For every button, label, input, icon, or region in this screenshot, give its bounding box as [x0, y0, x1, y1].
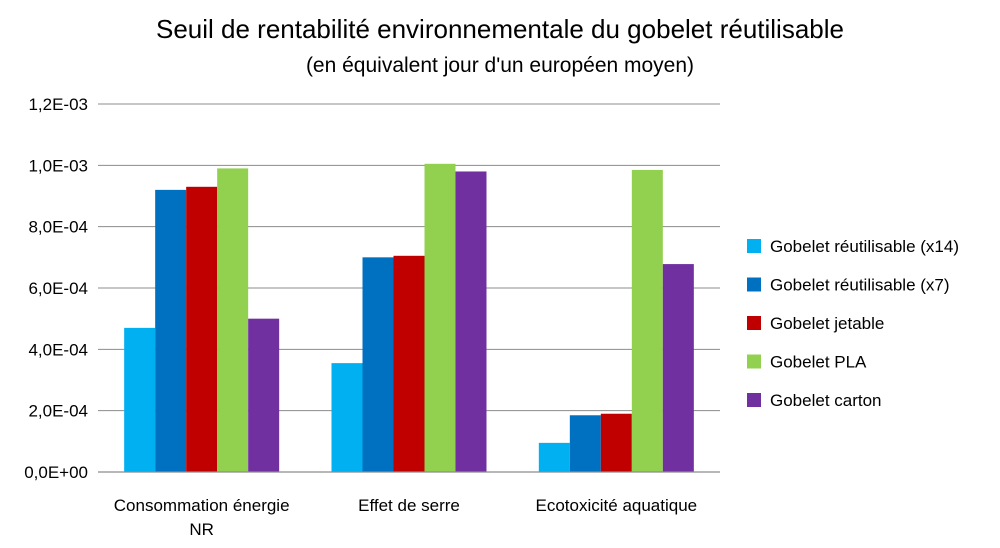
bar [424, 163, 456, 473]
y-tick-label: 8,0E-04 [28, 218, 88, 237]
bar [455, 171, 487, 472]
x-category-label: Ecotoxicité aquatique [536, 496, 698, 515]
legend: Gobelet réutilisable (x14) Gobelet réutil… [747, 237, 959, 410]
x-category-label-line: Consommation énergie [114, 496, 290, 515]
x-category-label-line: Effet de serre [358, 496, 460, 515]
legend-label: Gobelet jetable [770, 314, 884, 333]
legend-swatch [747, 316, 761, 330]
y-tick-label: 1,0E-03 [28, 156, 88, 175]
bar [362, 257, 394, 472]
x-category-label: Effet de serre [358, 496, 460, 515]
y-tick-label: 4,0E-04 [28, 340, 88, 359]
legend-swatch [747, 277, 761, 292]
legend-swatch [747, 354, 761, 369]
y-axis-tick-labels: 0,0E+00 2,0E-04 4,0E-04 6,0E-04 8,0E-04 1,0E-… [24, 95, 88, 482]
bar [248, 318, 280, 472]
y-tick-label: 0,0E+00 [24, 463, 88, 482]
x-category-label: Consommation énergie NR [114, 496, 290, 539]
legend-label: Gobelet carton [770, 391, 882, 410]
legend-label: Gobelet réutilisable (x7) [770, 276, 950, 295]
bar [393, 255, 425, 472]
chart-subtitle: (en équivalent jour d'un européen moyen) [306, 54, 694, 77]
bar [569, 415, 601, 472]
legend-swatch [747, 393, 761, 407]
x-category-label-line: Ecotoxicité aquatique [536, 496, 698, 515]
y-tick-label: 6,0E-04 [28, 279, 88, 298]
legend-label: Gobelet réutilisable (x14) [770, 237, 959, 256]
legend-label: Gobelet PLA [770, 353, 867, 372]
bar [186, 186, 218, 473]
legend-swatch [747, 239, 761, 253]
y-tick-label: 1,2E-03 [28, 95, 88, 114]
bar [600, 413, 632, 472]
bar [217, 168, 249, 472]
bar [124, 327, 156, 472]
x-axis-category-labels: Consommation énergie NR Effet de serre Ecot… [114, 496, 697, 539]
chart-title: Seuil de rentabilité environnementale du… [156, 14, 844, 44]
bars [124, 163, 694, 473]
bar [538, 442, 570, 472]
bar [331, 363, 363, 472]
bar [662, 264, 694, 472]
bar [155, 189, 187, 472]
bar [631, 169, 663, 472]
x-category-label-line: NR [189, 520, 214, 539]
y-tick-label: 2,0E-04 [28, 402, 88, 421]
